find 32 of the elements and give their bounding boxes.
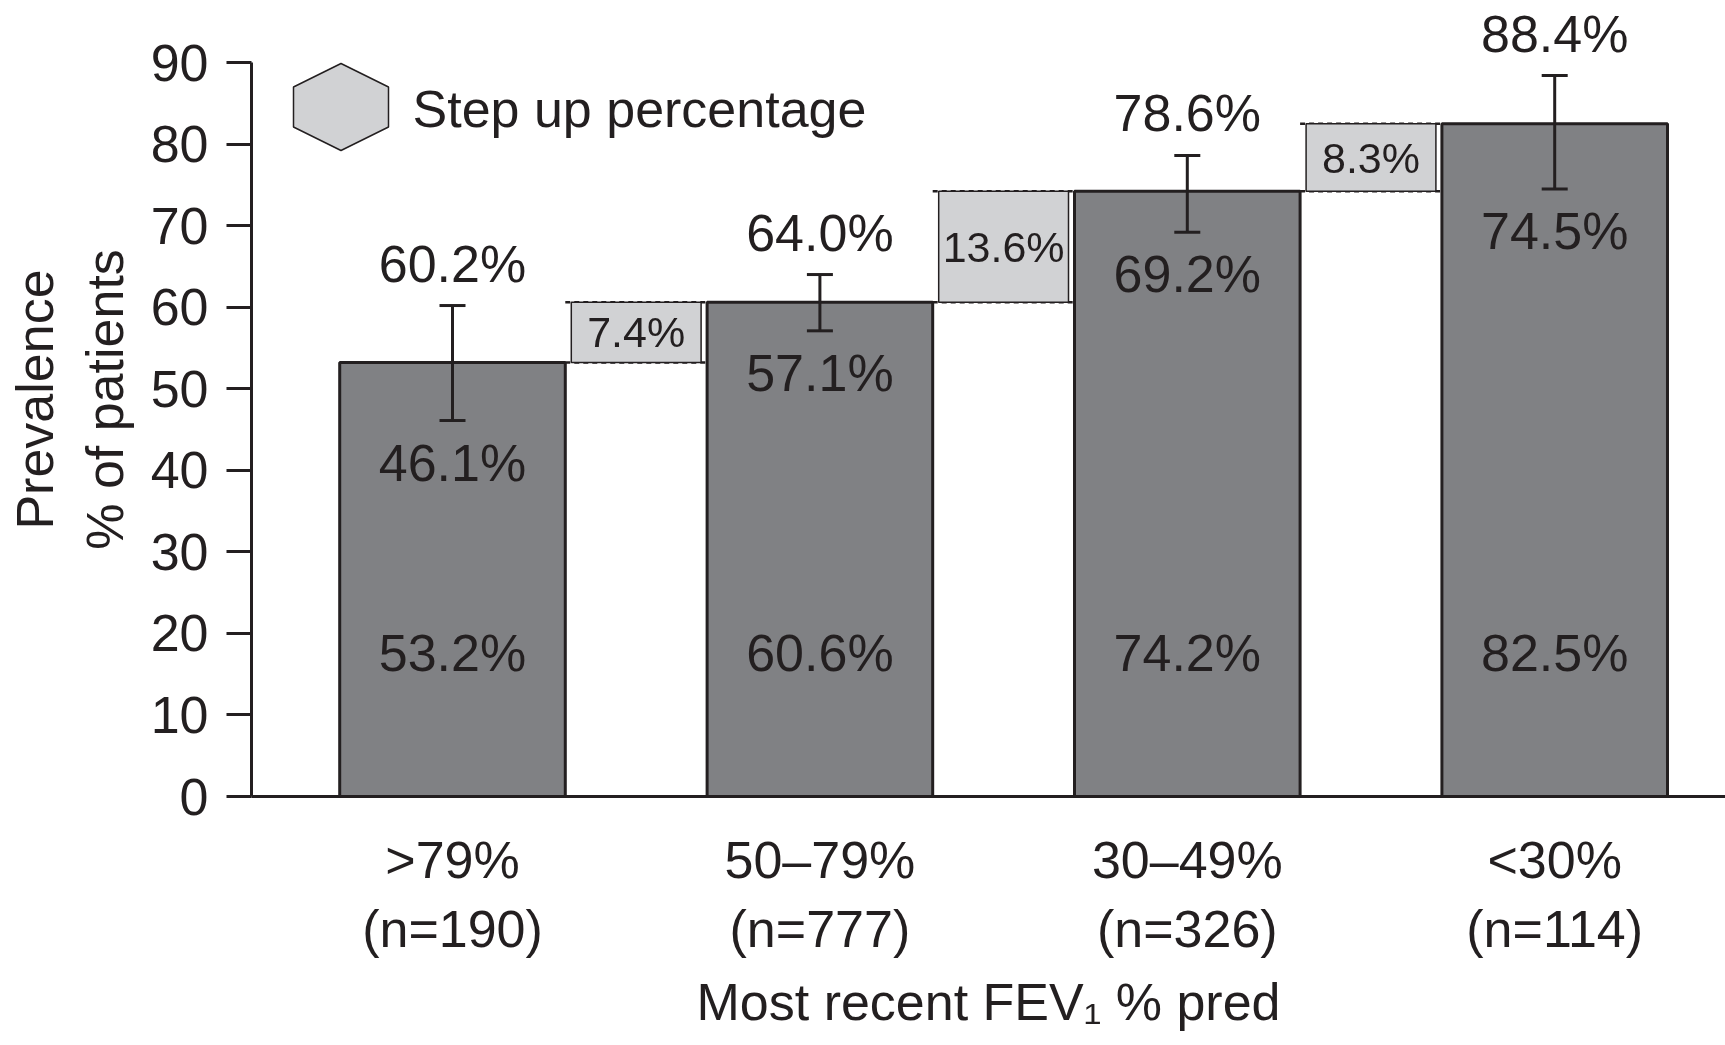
data-label: 7.4%: [587, 308, 686, 357]
legend-label: Step up percentage: [412, 79, 867, 138]
x-tick-label: >79% (n=190): [362, 830, 543, 959]
data-label: 53.2%: [378, 623, 527, 682]
annotation: 57.1%: [746, 343, 894, 402]
x-tick-label: <30% (n=114): [1466, 830, 1644, 959]
annotation: 64.0%: [746, 203, 894, 262]
annotation: 46.1%: [378, 433, 527, 492]
y-tick-label: 0: [179, 767, 209, 826]
y-tick-label: 40: [150, 441, 209, 500]
x-tick-label: 30–49% (n=326): [1091, 830, 1283, 959]
y-tick-label: 80: [150, 115, 209, 174]
y-tick-label: 10: [150, 685, 209, 744]
x-axis-title: Most recent FEV₁ % pred: [696, 973, 1281, 1032]
y-tick-label: 60: [150, 278, 209, 337]
y-tick-label: 90: [150, 33, 209, 92]
y-tick-label: 50: [150, 359, 209, 418]
data-label: 8.3%: [1322, 133, 1421, 182]
annotation: 74.5%: [1480, 201, 1629, 260]
annotation: 88.4%: [1480, 4, 1629, 63]
data-label: 60.6%: [746, 623, 894, 682]
annotation: 78.6%: [1113, 84, 1262, 143]
annotation: 60.2%: [378, 234, 527, 293]
annotation: 69.2%: [1113, 245, 1262, 304]
data-label: 74.2%: [1113, 623, 1262, 682]
data-label: 82.5%: [1480, 623, 1629, 682]
y-tick-label: 70: [150, 196, 209, 255]
data-label: 13.6%: [942, 222, 1065, 271]
y-axis-title: Prevalence % of patients: [6, 249, 134, 550]
y-tick-label: 30: [150, 522, 209, 581]
x-tick-label: 50–79% (n=777): [724, 830, 916, 959]
y-tick-label: 20: [150, 604, 209, 663]
